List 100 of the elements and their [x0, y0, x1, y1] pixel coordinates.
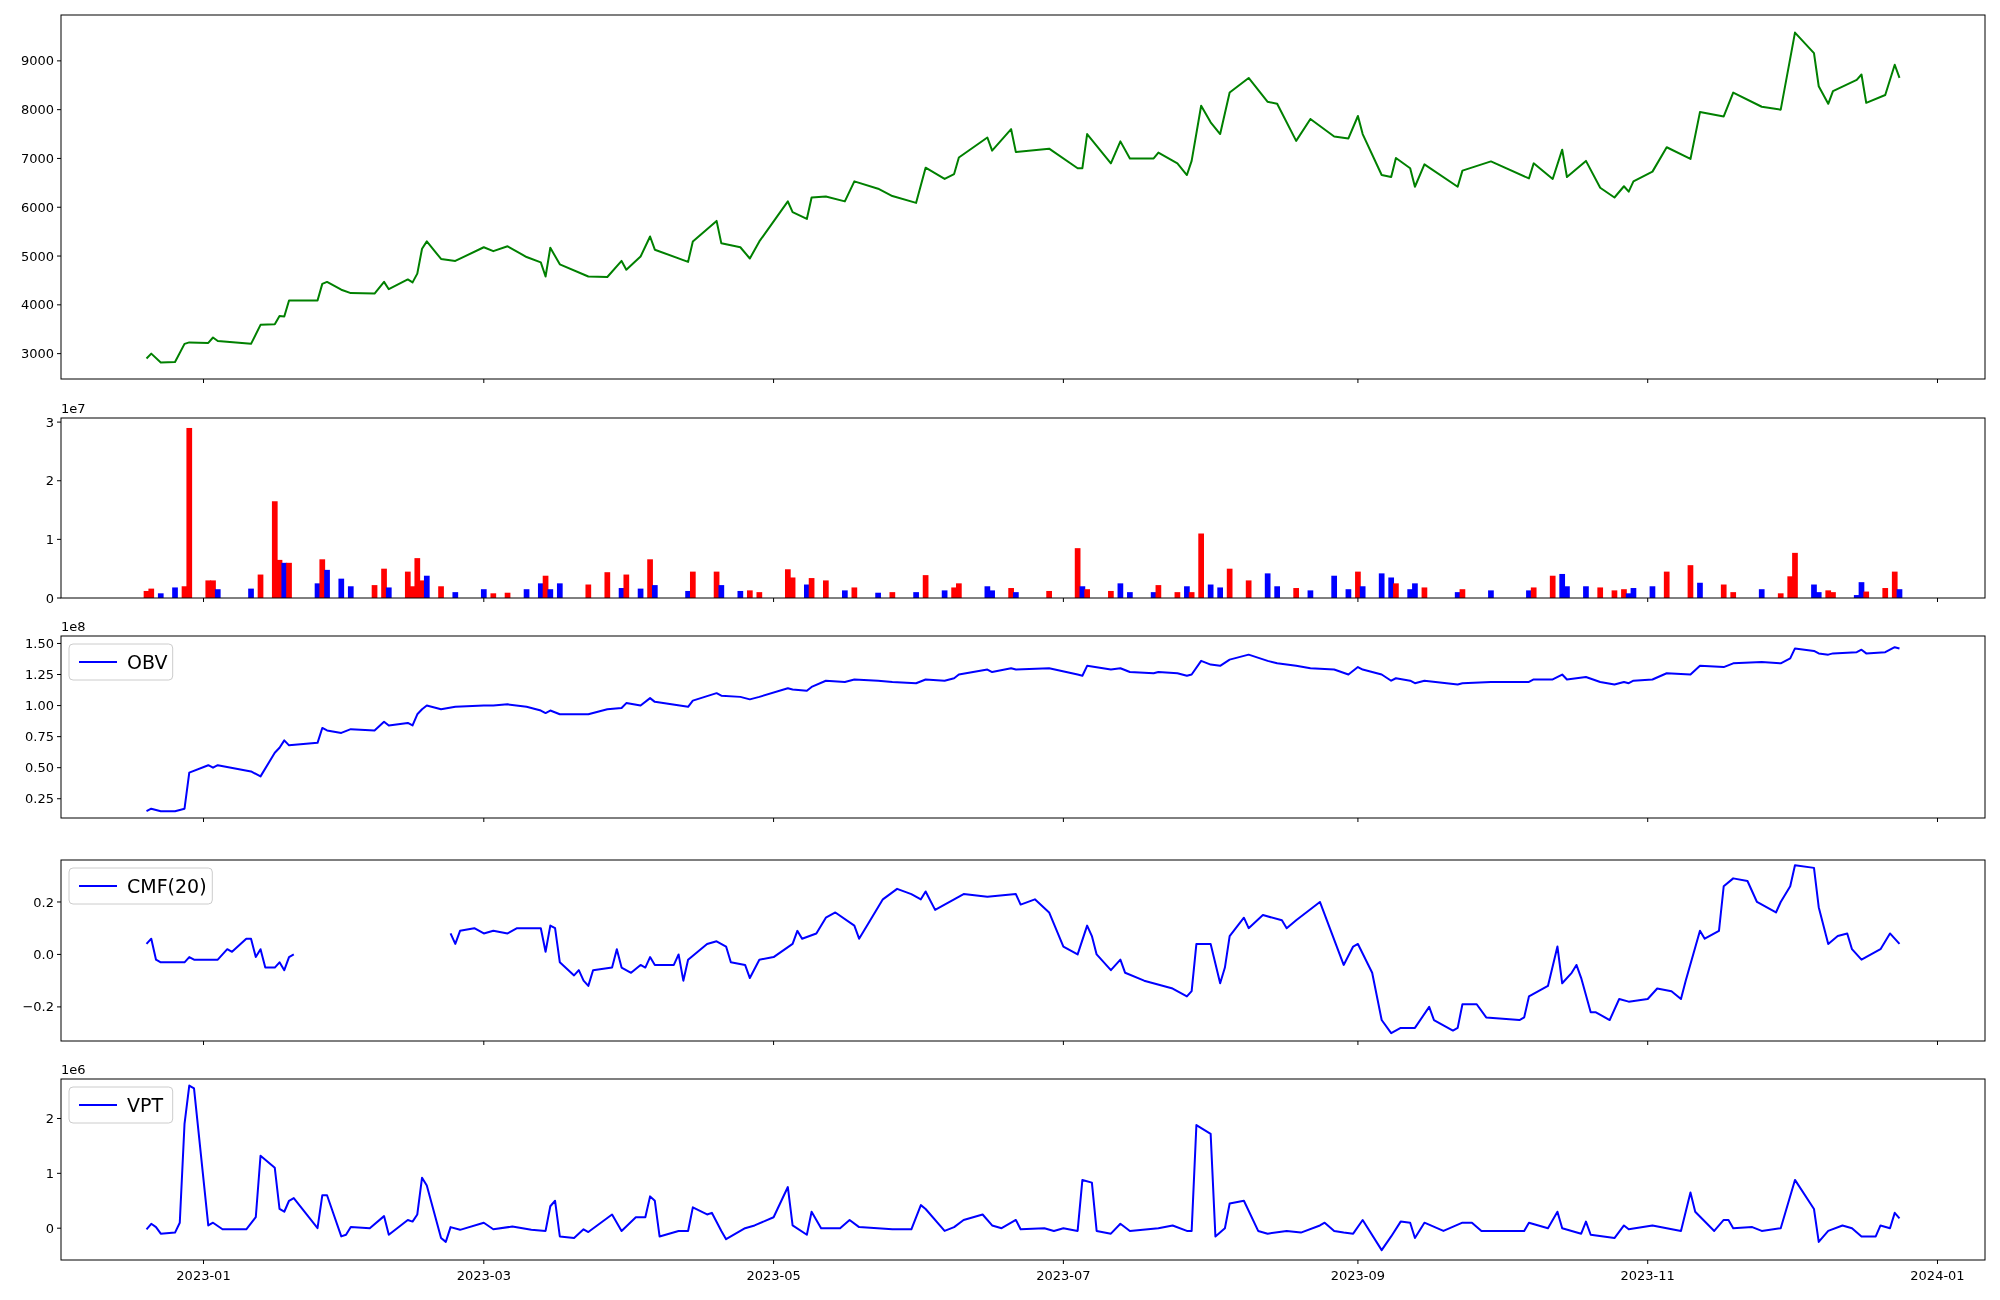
bar [913, 592, 919, 598]
x-tick-label: 2023-11 [1620, 1268, 1675, 1283]
y-tick-label: 9000 [20, 53, 54, 69]
bar [1046, 590, 1052, 598]
bar [737, 590, 744, 598]
bar [1331, 575, 1338, 598]
bar [214, 589, 221, 598]
bar [1198, 533, 1204, 598]
bar [647, 559, 653, 598]
y-tick-label: 7000 [20, 151, 54, 166]
bar [480, 589, 487, 598]
bar [1663, 571, 1670, 598]
bar [381, 568, 387, 598]
bar [324, 569, 330, 598]
bar [1488, 590, 1494, 598]
x-tick-label: 2023-01 [176, 1268, 231, 1283]
y-tick-label: 0.0 [33, 946, 54, 962]
bar [689, 571, 696, 598]
y-tick-label: 3 [45, 414, 54, 430]
bar [1264, 573, 1271, 598]
y-tick-label: 0.75 [25, 729, 54, 745]
y-tick-label: 3000 [20, 346, 54, 362]
y-tick-label: 0.2 [33, 894, 54, 910]
bar [585, 584, 592, 598]
bar [1697, 582, 1703, 598]
bar [718, 585, 725, 598]
legend-label: VPT [127, 1093, 164, 1116]
bar [1378, 573, 1385, 598]
bar [1549, 575, 1556, 598]
bar [404, 571, 411, 598]
x-tick-label: 2023-07 [1036, 1268, 1091, 1283]
bar [1530, 587, 1537, 598]
y-tick-label: 2 [45, 1111, 54, 1127]
bar [248, 588, 254, 598]
bar [347, 586, 354, 598]
bar [423, 575, 430, 598]
bar [1359, 586, 1366, 598]
bar [746, 590, 753, 598]
bar [1226, 568, 1233, 598]
bar [186, 427, 193, 598]
y-tick-label: 8000 [20, 102, 54, 118]
bar [1217, 587, 1223, 598]
bar [1084, 589, 1090, 598]
bar [623, 574, 630, 598]
bar [1720, 584, 1727, 598]
legend-label: OBV [127, 650, 168, 673]
bar [1293, 588, 1300, 598]
legend-label: CMF(20) [127, 874, 207, 897]
bar [148, 588, 155, 598]
bar [1127, 592, 1133, 598]
bar [1559, 573, 1566, 598]
bar [1393, 583, 1399, 598]
y-tick-label: 5000 [20, 248, 54, 264]
bar [556, 583, 563, 598]
y-tick-label: 0 [45, 590, 54, 606]
y-tick-label: 1.25 [25, 667, 54, 683]
y-tick-label: 1 [45, 1165, 54, 1181]
y-tick-label: 6000 [20, 199, 54, 215]
bar [989, 590, 995, 598]
bar [1108, 590, 1114, 598]
bar [842, 590, 848, 598]
bar [286, 562, 292, 598]
line-series [145, 31, 1901, 364]
bar [604, 572, 611, 598]
bar [1184, 586, 1190, 598]
bar [547, 589, 554, 598]
bar [385, 587, 392, 598]
bar [1355, 571, 1361, 598]
bar [756, 592, 763, 598]
x-tick-label: 2024-01 [1910, 1268, 1965, 1283]
y-tick-label: 0.25 [25, 791, 54, 807]
bar [452, 592, 459, 598]
y-tick-label: 2 [45, 473, 54, 489]
text: 1e8 [61, 619, 86, 634]
y-tick-label: 4000 [20, 297, 54, 313]
y-tick-label: 1 [45, 531, 54, 547]
x-tick-label: 2023-03 [456, 1268, 511, 1283]
bar [1891, 571, 1898, 598]
bar [1597, 587, 1604, 598]
y-tick-label: 0.50 [25, 760, 54, 776]
bar [651, 585, 658, 598]
bar [338, 578, 345, 598]
x-tick-label: 2023-09 [1330, 1268, 1386, 1283]
bar [1245, 580, 1252, 598]
x-tick-label: 2023-05 [746, 1268, 801, 1283]
bar [1882, 588, 1889, 598]
bar [271, 501, 278, 598]
bar [1758, 589, 1765, 598]
bar [414, 558, 421, 598]
y-tick-label: 1.50 [25, 636, 54, 651]
y-tick-label: 1.00 [25, 698, 54, 714]
bar [1274, 586, 1281, 598]
bar [823, 580, 829, 598]
bar [172, 587, 178, 598]
bar [1583, 586, 1589, 598]
bar [1730, 592, 1737, 598]
text: 1e6 [61, 1062, 86, 1077]
text: 1e7 [61, 401, 86, 416]
bar [1013, 592, 1019, 598]
y-tick-label: −0.2 [22, 999, 54, 1015]
